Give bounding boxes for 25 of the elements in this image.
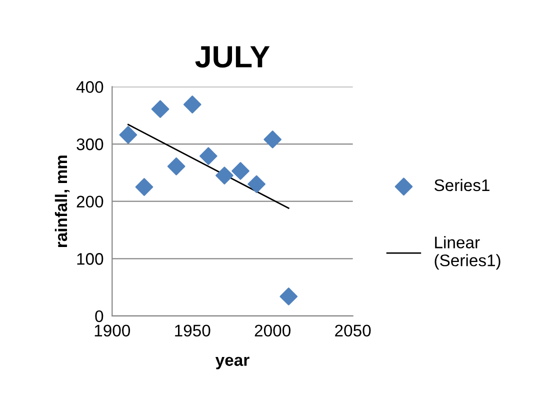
x-tick-label: 1900 xyxy=(94,324,130,337)
x-tick-label: 1950 xyxy=(175,324,210,337)
y-tick-label: 200 xyxy=(76,196,104,208)
point xyxy=(232,162,250,180)
point xyxy=(264,130,282,148)
point xyxy=(248,175,266,194)
legend-label: Linear (Series1) xyxy=(434,236,500,270)
y-tick-label: 400 xyxy=(76,81,104,93)
y-tick-label: 100 xyxy=(77,253,104,265)
y-tick-label: 0 xyxy=(95,310,104,322)
x-axis-title: year xyxy=(215,356,250,370)
point xyxy=(183,96,202,114)
y-tick-label: 300 xyxy=(76,138,104,150)
y-axis-title: rainfall, mm xyxy=(54,156,70,248)
x-tick-label: 2050 xyxy=(335,324,371,337)
point xyxy=(280,288,298,306)
point xyxy=(199,147,218,165)
x-tick-label: 2000 xyxy=(254,324,290,337)
legend-label: Series1 xyxy=(434,178,490,192)
chart-title: JULY xyxy=(195,46,270,68)
point xyxy=(216,166,234,184)
point xyxy=(119,126,138,144)
point xyxy=(167,157,186,176)
point xyxy=(151,100,170,118)
point xyxy=(135,178,154,196)
